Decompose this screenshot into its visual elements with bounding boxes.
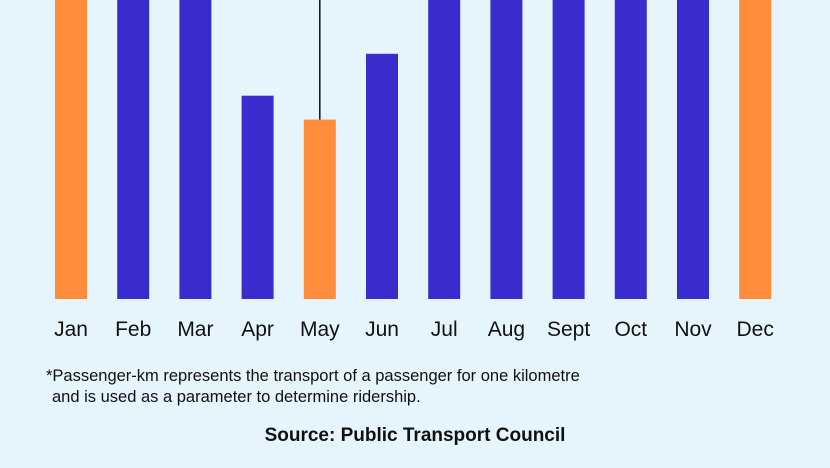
bar-jul (428, 0, 461, 299)
bar-dec (739, 0, 772, 299)
bar-chart: Jan Feb Mar Apr May Jun Jul Aug Sept Oct Nov Dec (54, 0, 774, 341)
bar-oct (614, 0, 647, 299)
x-tick-dec: Dec (737, 318, 774, 341)
bar-may (303, 119, 336, 299)
footnote: *Passenger-km represents the transport o… (46, 366, 786, 408)
bar-mar (179, 0, 212, 299)
x-tick-jul: Jul (431, 318, 458, 341)
footnote-line-2: and is used as a parameter to determine … (52, 388, 421, 406)
bar-feb (117, 0, 150, 299)
x-tick-oct: Oct (614, 318, 647, 341)
source-credit: Source: Public Transport Council (264, 425, 566, 446)
bar-aug (490, 0, 523, 299)
x-tick-sept: Sept (547, 318, 590, 341)
x-tick-aug: Aug (488, 318, 525, 341)
x-tick-apr: Apr (241, 318, 274, 341)
x-tick-feb: Feb (115, 318, 151, 341)
bar-nov (677, 0, 709, 299)
x-tick-nov: Nov (674, 318, 712, 341)
bar-jan (55, 0, 87, 299)
x-tick-jan: Jan (54, 318, 88, 341)
bars-group (55, 0, 772, 299)
bar-sept (552, 0, 585, 299)
x-tick-jun: Jun (365, 318, 399, 341)
x-tick-mar: Mar (177, 318, 213, 341)
bar-jun (366, 53, 398, 299)
x-tick-labels: Jan Feb Mar Apr May Jun Jul Aug Sept Oct Nov Dec (54, 318, 774, 341)
bar-apr (241, 95, 274, 299)
x-tick-may: May (300, 318, 340, 341)
footnote-line-1: *Passenger-km represents the transport o… (46, 367, 580, 385)
